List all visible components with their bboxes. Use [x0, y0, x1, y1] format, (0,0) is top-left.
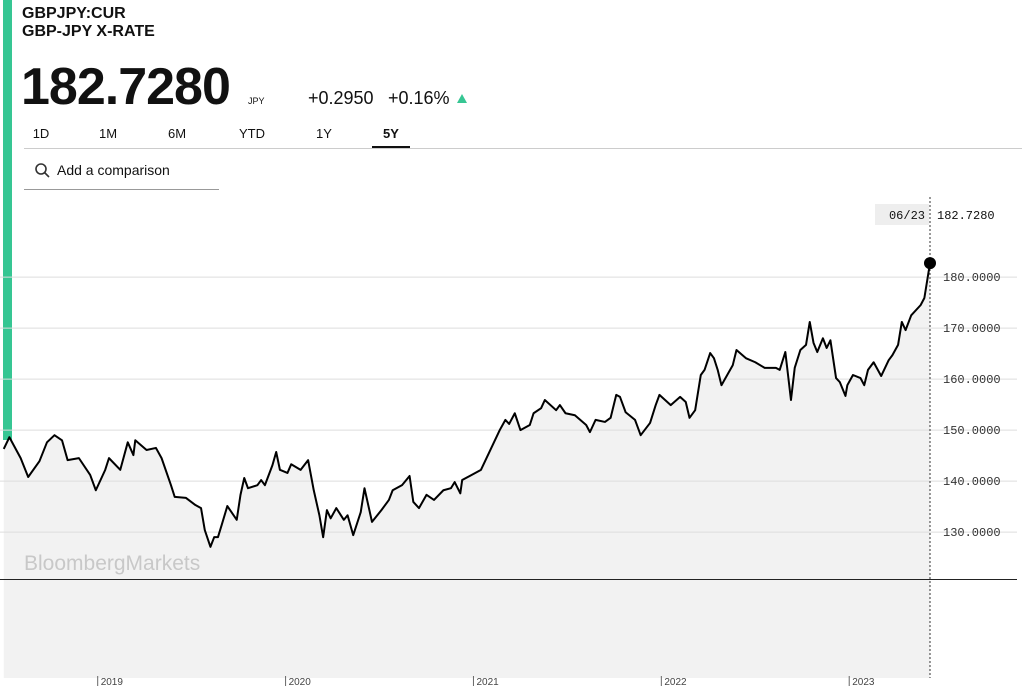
- last-point: [924, 257, 936, 270]
- y-tick-label: 130.0000: [943, 526, 1001, 540]
- search[interactable]: Add a comparison: [24, 162, 219, 190]
- y-tick-label: 140.0000: [943, 475, 1001, 489]
- tab[interactable]: YTD: [239, 126, 265, 141]
- tab[interactable]: 5Y: [383, 126, 399, 141]
- tab[interactable]: 6M: [168, 126, 186, 141]
- y-tick-label: 180.0000: [943, 271, 1001, 285]
- chart: BloombergMarkets 130.0000 140.0000 150.0000…: [0, 197, 1017, 688]
- area: [3, 263, 931, 678]
- search-placeholder[interactable]: Add a comparison: [57, 162, 170, 178]
- instrument-name: GBP-JPY X-RATE: [22, 23, 155, 40]
- watermark: BloombergMarkets: [24, 552, 200, 575]
- x-tick-label: 2022: [664, 677, 687, 688]
- search-icon-handle: [43, 171, 50, 178]
- currency: JPY: [248, 96, 265, 106]
- symbol: GBPJPY:CUR: [22, 5, 126, 22]
- tab[interactable]: 1Y: [316, 126, 332, 141]
- y-tick-label: 170.0000: [943, 322, 1001, 336]
- price-line: [2, 262, 931, 548]
- date-label: 06/23: [889, 209, 925, 223]
- x-tick-label: 2020: [289, 677, 312, 688]
- date-label-box: [875, 204, 929, 225]
- tab-underline: [372, 146, 410, 148]
- y-tick-label: 160.0000: [943, 373, 1001, 387]
- tabs: 1D 1M 6M YTD 1Y 5Y: [33, 126, 410, 148]
- tab[interactable]: 1M: [99, 126, 117, 141]
- y-tick-label: 150.0000: [943, 424, 1001, 438]
- tab[interactable]: 1D: [33, 126, 50, 141]
- value-label: 182.7280: [937, 209, 995, 223]
- change-pct: +0.16%: [388, 88, 450, 108]
- x-tick-label: 2023: [852, 677, 875, 688]
- accent-bar: [3, 0, 12, 440]
- x-tick-label: 2019: [101, 677, 124, 688]
- up-arrow: [457, 94, 467, 103]
- change: +0.2950: [308, 88, 374, 108]
- x-tick-label: 2021: [476, 677, 499, 688]
- price: 182.7280: [21, 58, 230, 116]
- search-icon: [35, 163, 47, 175]
